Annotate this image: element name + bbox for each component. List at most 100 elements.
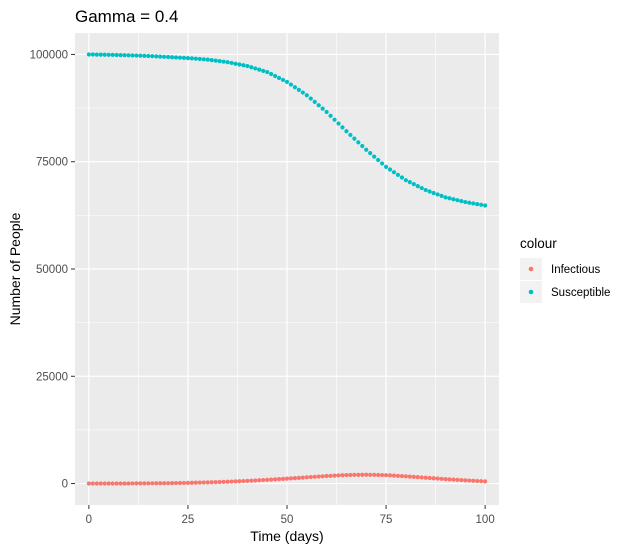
susceptible-point bbox=[467, 200, 472, 205]
x-tick-label: 25 bbox=[182, 514, 195, 526]
infectious-point bbox=[356, 472, 361, 477]
infectious-point bbox=[241, 478, 246, 484]
infectious-point bbox=[142, 481, 147, 486]
infectious-point bbox=[443, 476, 448, 482]
legend-label: Infectious bbox=[551, 264, 600, 276]
axes: 0 25 50 75 100 0 25000 50000 75000 100000 bbox=[30, 49, 495, 526]
susceptible-point bbox=[316, 103, 321, 108]
susceptible-point bbox=[296, 87, 301, 92]
susceptible-point bbox=[158, 54, 163, 59]
susceptible-point bbox=[102, 52, 107, 57]
infectious-point bbox=[320, 474, 325, 479]
infectious-point bbox=[387, 473, 393, 478]
susceptible-point bbox=[205, 57, 210, 62]
infectious-point bbox=[134, 481, 139, 486]
susceptible-point bbox=[471, 201, 476, 206]
grid-lines bbox=[75, 33, 499, 505]
x-tick-label: 75 bbox=[380, 514, 393, 526]
susceptible-point bbox=[368, 151, 373, 156]
infectious-point bbox=[439, 476, 444, 481]
legend-label: Susceptible bbox=[551, 287, 610, 299]
susceptible-point bbox=[185, 56, 191, 61]
susceptible-point bbox=[344, 129, 349, 134]
x-tick-label: 100 bbox=[476, 514, 495, 526]
susceptible-point bbox=[249, 65, 254, 70]
infectious-point bbox=[300, 475, 305, 480]
susceptible-point bbox=[320, 106, 325, 111]
infectious-point bbox=[423, 475, 428, 480]
infectious-point bbox=[312, 474, 317, 479]
infectious-point bbox=[265, 477, 270, 482]
infectious-point bbox=[245, 478, 250, 483]
x-axis-title: Time (days) bbox=[250, 528, 323, 544]
infectious-point bbox=[451, 477, 456, 482]
susceptible-point bbox=[150, 54, 155, 59]
infectious-point bbox=[189, 480, 194, 485]
infectious-point bbox=[98, 481, 103, 486]
susceptible-point bbox=[94, 52, 99, 57]
susceptible-point bbox=[475, 202, 480, 207]
susceptible-point bbox=[463, 199, 468, 205]
susceptible-point bbox=[177, 55, 183, 60]
infectious-point bbox=[162, 481, 167, 486]
susceptible-point bbox=[276, 75, 282, 81]
susceptible-point bbox=[217, 59, 222, 64]
infectious-point bbox=[150, 481, 155, 486]
infectious-point bbox=[471, 478, 476, 483]
infectious-point bbox=[455, 477, 460, 482]
susceptible-point bbox=[213, 58, 218, 63]
infectious-point bbox=[340, 473, 345, 478]
susceptible-point bbox=[383, 164, 389, 169]
infectious-point bbox=[427, 475, 432, 481]
susceptible-point bbox=[193, 56, 198, 61]
susceptible-point bbox=[435, 192, 440, 197]
infectious-point bbox=[280, 476, 286, 481]
susceptible-point bbox=[253, 66, 258, 71]
infectious-point bbox=[213, 480, 218, 485]
susceptible-point bbox=[106, 52, 111, 57]
susceptible-point bbox=[407, 180, 412, 185]
y-tick-label: 25000 bbox=[36, 371, 68, 383]
susceptible-point bbox=[479, 202, 484, 207]
y-tick-label: 0 bbox=[62, 479, 68, 491]
susceptible-point bbox=[360, 143, 365, 149]
infectious-point bbox=[102, 481, 107, 486]
susceptible-point bbox=[395, 172, 401, 177]
susceptible-point bbox=[340, 125, 345, 130]
infectious-point bbox=[348, 472, 353, 478]
susceptible-point bbox=[126, 53, 131, 58]
susceptible-point bbox=[328, 113, 333, 118]
susceptible-point bbox=[241, 63, 246, 68]
infectious-point bbox=[304, 475, 309, 480]
susceptible-point bbox=[332, 117, 337, 122]
susceptible-point bbox=[122, 53, 127, 58]
infectious-point bbox=[352, 472, 357, 478]
legend-key-point bbox=[528, 266, 534, 272]
legend: colour Infectious Susceptible bbox=[520, 236, 610, 303]
susceptible-point bbox=[130, 53, 135, 58]
infectious-point bbox=[288, 476, 294, 481]
infectious-point bbox=[221, 479, 226, 484]
infectious-point bbox=[324, 473, 329, 479]
infectious-point bbox=[403, 474, 408, 479]
infectious-point bbox=[201, 480, 206, 485]
infectious-point bbox=[138, 481, 143, 486]
infectious-point bbox=[185, 480, 191, 485]
susceptible-point bbox=[391, 170, 397, 175]
infectious-point bbox=[364, 472, 369, 477]
infectious-point bbox=[249, 478, 254, 483]
infectious-point bbox=[399, 474, 405, 479]
susceptible-point bbox=[162, 54, 167, 59]
susceptible-point bbox=[292, 85, 298, 90]
infectious-point bbox=[205, 480, 210, 485]
susceptible-point bbox=[324, 109, 329, 115]
infectious-point bbox=[110, 481, 115, 486]
susceptible-point bbox=[134, 53, 139, 58]
legend-key-point bbox=[528, 289, 534, 295]
susceptible-point bbox=[352, 136, 357, 141]
susceptible-point bbox=[403, 178, 408, 183]
infectious-point bbox=[225, 479, 230, 484]
infectious-point bbox=[261, 477, 266, 483]
susceptible-point bbox=[265, 69, 270, 75]
